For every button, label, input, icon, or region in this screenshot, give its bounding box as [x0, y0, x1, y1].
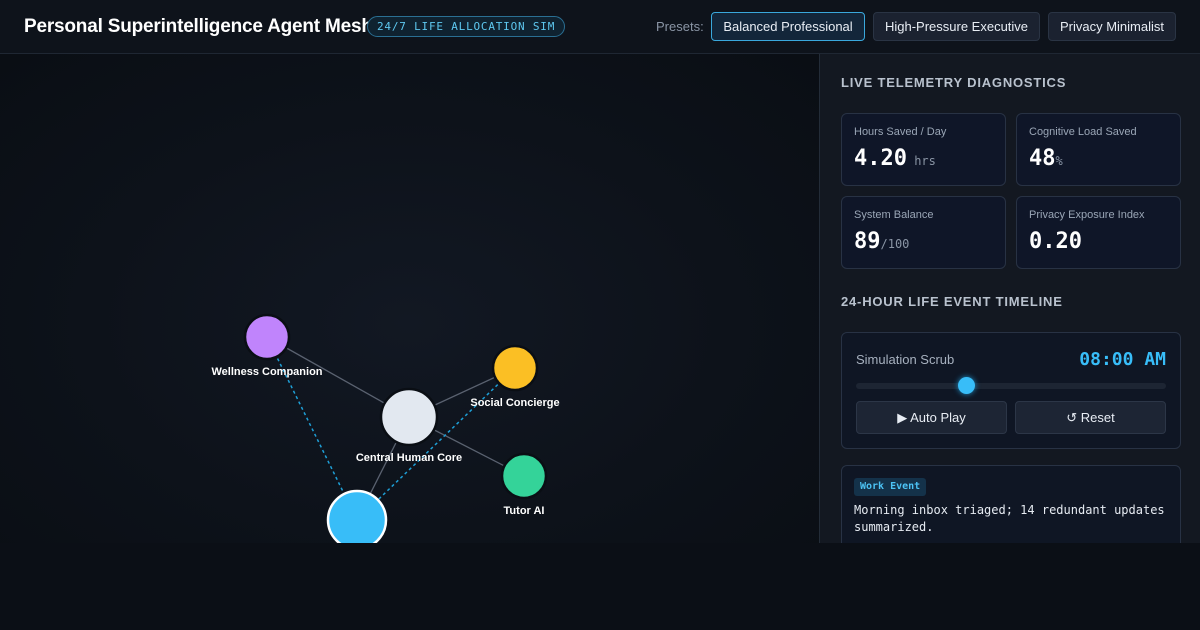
- page-background-strip: [0, 543, 1200, 630]
- metric-card-privacy-exposure: Privacy Exposure Index 0.20: [1016, 196, 1181, 269]
- simulation-timeline-panel: Simulation Scrub 08:00 AM ▶ Auto Play ↺ …: [841, 332, 1181, 449]
- agent-node-label-tutor: Tutor AI: [504, 505, 545, 517]
- mesh-link-social-work: [356, 367, 516, 521]
- metric-label: System Balance: [854, 209, 934, 221]
- telemetry-section-title: LIVE TELEMETRY DIAGNOSTICS: [841, 75, 1067, 90]
- scrub-label: Simulation Scrub: [856, 352, 955, 367]
- agent-node-core[interactable]: [379, 387, 439, 447]
- agent-node-work[interactable]: [326, 489, 388, 543]
- metric-value: 48%: [1029, 146, 1063, 171]
- timeline-section-title: 24-HOUR LIFE EVENT TIMELINE: [841, 294, 1063, 309]
- agent-node-tutor[interactable]: [500, 452, 548, 500]
- agent-node-wellness[interactable]: [243, 313, 291, 361]
- event-description: Morning inbox triaged; 14 redundant upda…: [854, 503, 1165, 534]
- timeline-slider-thumb[interactable]: [957, 377, 975, 394]
- timeline-slider-track[interactable]: [856, 383, 1166, 389]
- agent-mesh-graph[interactable]: Wellness Companion Social Concierge Centra…: [0, 54, 819, 543]
- preset-privacy-minimalist-button[interactable]: Privacy Minimalist: [1048, 12, 1176, 41]
- metric-card-system-balance: System Balance 89/100: [841, 196, 1006, 269]
- reset-button[interactable]: ↺ Reset: [1015, 401, 1166, 434]
- metric-label: Hours Saved / Day: [854, 126, 947, 138]
- presets-label: Presets:: [656, 19, 704, 34]
- event-type-badge: Work Event: [854, 478, 927, 496]
- diagnostics-sidebar: LIVE TELEMETRY DIAGNOSTICS Hours Saved /…: [819, 54, 1200, 543]
- simulation-time-readout: 08:00 AM: [1079, 349, 1166, 370]
- event-log-card: Work Event Morning inbox triaged; 14 red…: [841, 465, 1181, 543]
- metric-value: 4.20 hrs: [854, 146, 936, 171]
- metric-label: Privacy Exposure Index: [1029, 209, 1145, 221]
- agent-node-label-core: Central Human Core: [356, 452, 462, 464]
- metric-value: 89/100: [854, 229, 910, 254]
- app-title: Personal Superintelligence Agent Mesh: [24, 16, 373, 37]
- agent-mesh-canvas[interactable]: Wellness Companion Social Concierge Centra…: [0, 54, 819, 543]
- agent-node-social[interactable]: [491, 344, 539, 392]
- agent-node-label-social: Social Concierge: [470, 397, 559, 409]
- preset-balanced-professional-button[interactable]: Balanced Professional: [711, 12, 865, 41]
- metric-value: 0.20: [1029, 229, 1082, 254]
- metric-card-hours-saved: Hours Saved / Day 4.20 hrs: [841, 113, 1006, 186]
- metric-label: Cognitive Load Saved: [1029, 126, 1137, 138]
- mesh-link-wellness-work: [266, 336, 358, 521]
- agent-node-label-wellness: Wellness Companion: [211, 366, 322, 378]
- metric-card-cognitive-load: Cognitive Load Saved 48%: [1016, 113, 1181, 186]
- preset-high-pressure-executive-button[interactable]: High-Pressure Executive: [873, 12, 1040, 41]
- app-header: Personal Superintelligence Agent Mesh 24…: [0, 0, 1200, 54]
- sim-mode-badge: 24/7 LIFE ALLOCATION SIM: [367, 16, 566, 37]
- auto-play-button[interactable]: ▶ Auto Play: [856, 401, 1007, 434]
